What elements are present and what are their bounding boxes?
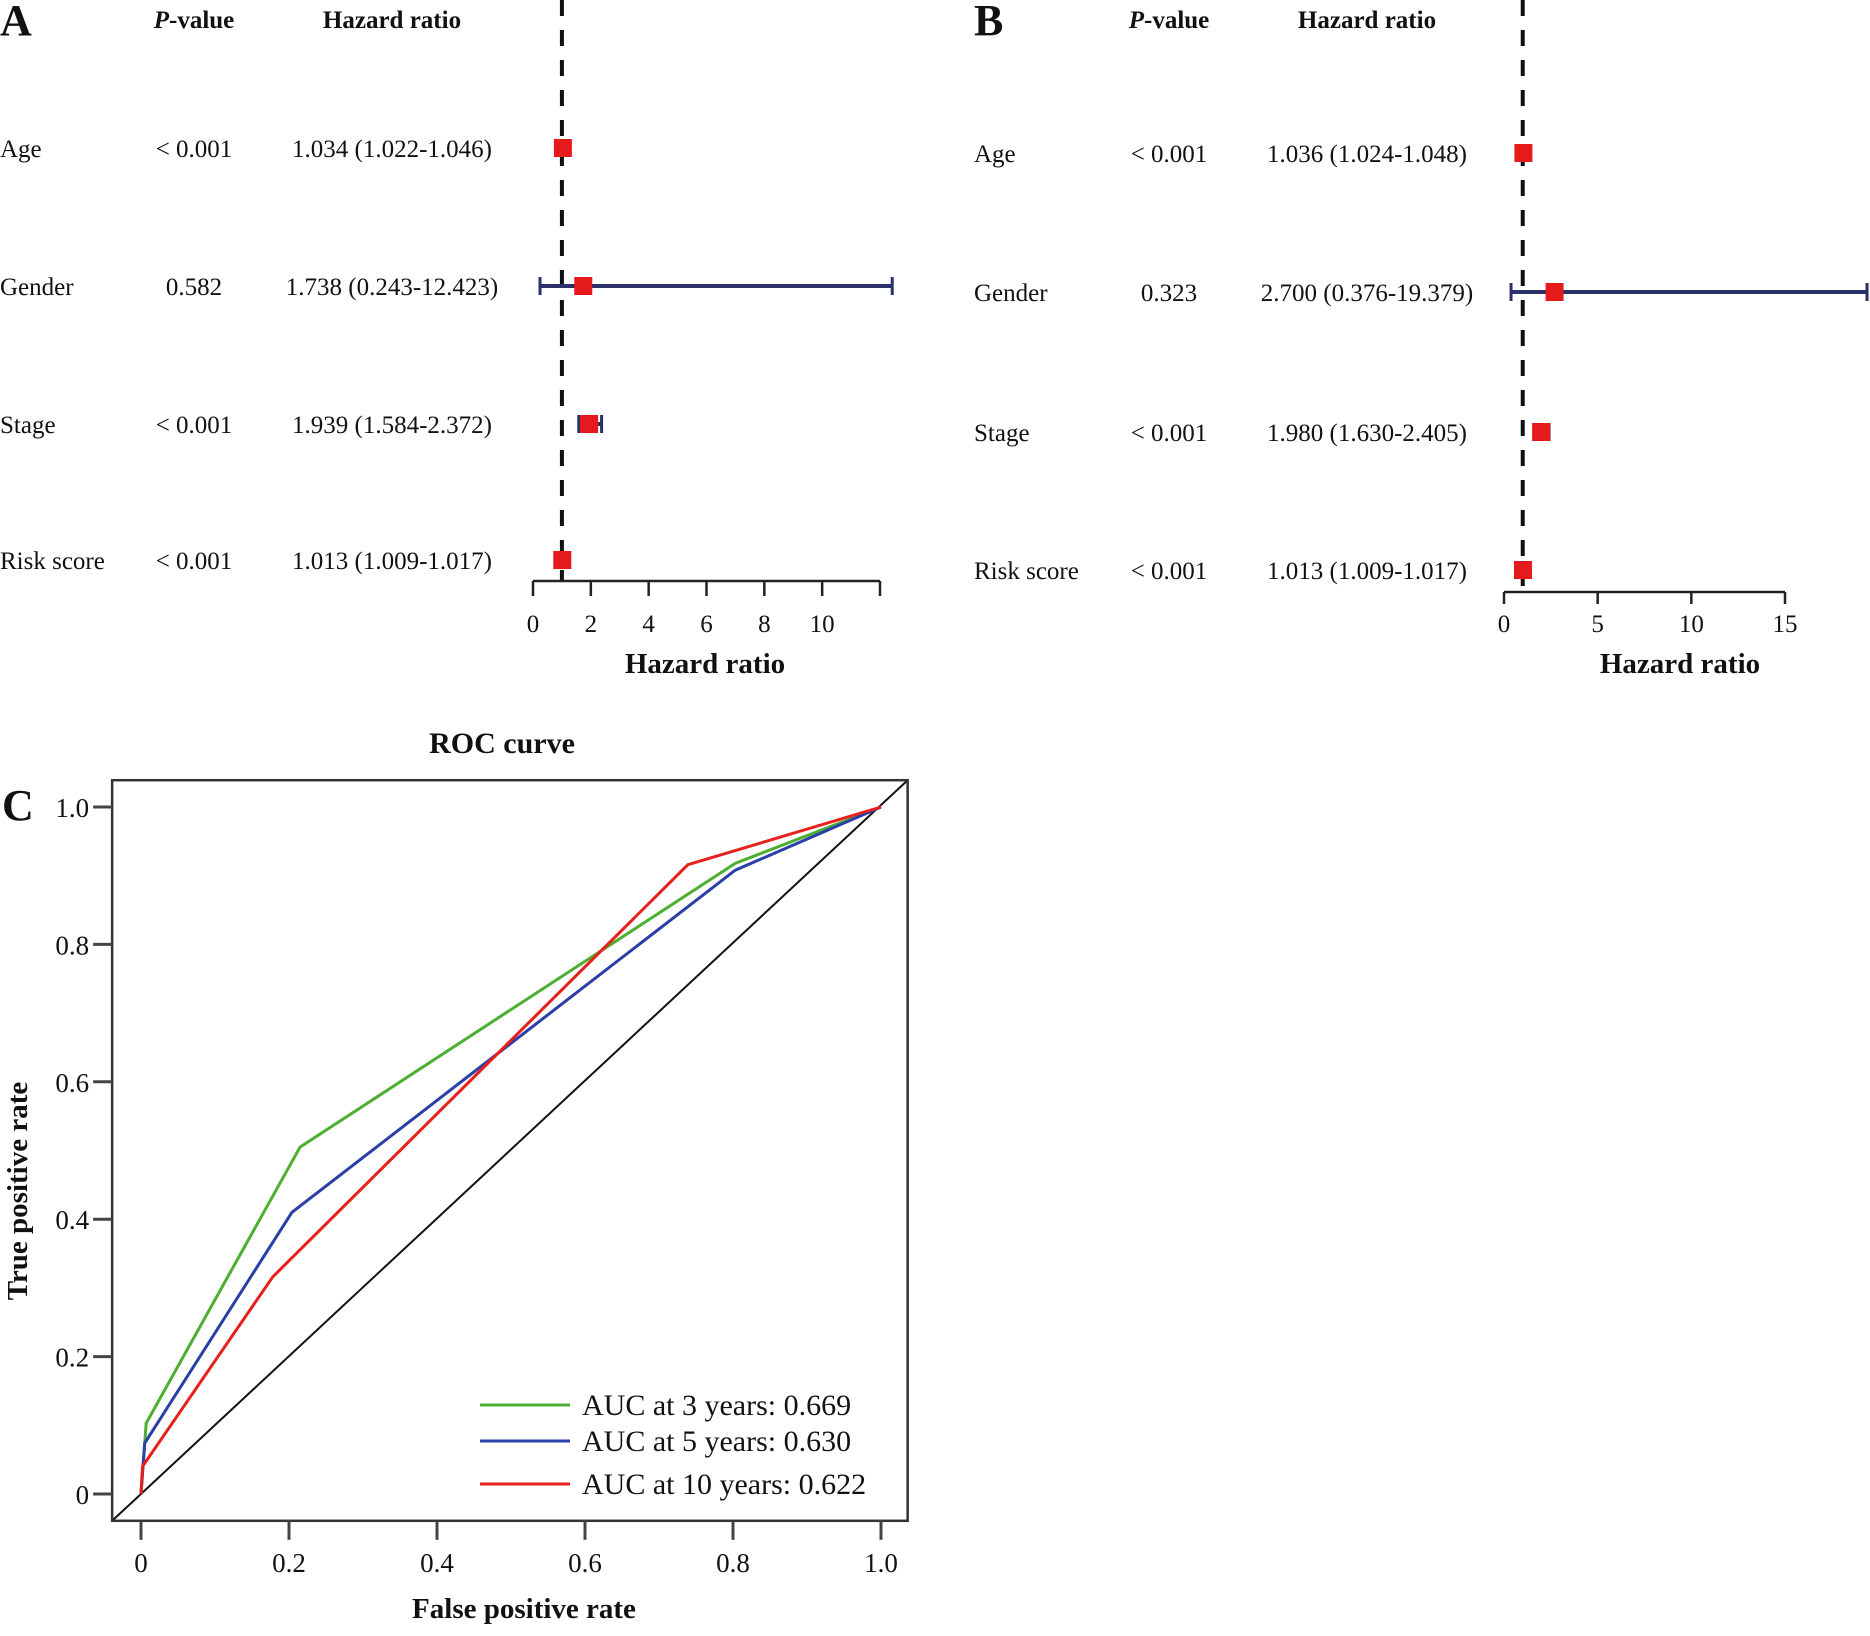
roc-series-3	[139, 805, 882, 1495]
y-tick-label: 0.8	[55, 930, 89, 960]
panel-b-pvalue-header: P-value	[1128, 7, 1210, 34]
y-tick-label: 0.6	[55, 1068, 89, 1098]
y-tick-label: 0	[76, 1480, 90, 1510]
x-tick-label: 0	[527, 611, 540, 638]
row-hazard-ratio: 1.980 (1.630-2.405)	[1267, 420, 1467, 447]
row-label: Risk score	[0, 548, 105, 575]
legend-label-2: AUC at 5 years: 0.630	[582, 1425, 851, 1458]
row-pvalue: < 0.001	[1131, 141, 1208, 168]
row-pvalue: 0.582	[166, 274, 222, 301]
x-tick-label: 0.2	[272, 1548, 306, 1578]
panel-c-roc-chart: ROC curve C 0 0.2 0.4 0.6 0.8 1.0 0 0.2 0.4 0.6 0.…	[2, 727, 909, 1625]
row-pvalue: < 0.001	[1131, 558, 1208, 585]
x-tick-label: 8	[758, 611, 771, 638]
x-tick-label: 0.4	[420, 1548, 454, 1578]
panel-b-letter: B	[974, 0, 1003, 45]
panel-b-plot-area: 0 5 10 15	[1498, 0, 1869, 638]
row-pvalue: 0.323	[1141, 280, 1197, 307]
x-tick-label: 0.8	[716, 1548, 750, 1578]
roc-series-2	[139, 805, 882, 1495]
x-tick-label: 10	[810, 611, 835, 638]
panel-b-rows: Age < 0.001 1.036 (1.024-1.048) Gender 0.323…	[974, 141, 1473, 585]
panel-a-pvalue-header: P-value	[153, 7, 235, 34]
y-tick-label: 0.4	[55, 1205, 89, 1235]
roc-x-axis-title: False positive rate	[412, 1593, 636, 1625]
panel-a-letter: A	[0, 0, 32, 45]
hazard-marker	[574, 277, 593, 295]
roc-y-axis-title: True positive rate	[2, 1082, 34, 1301]
hazard-marker	[1545, 283, 1564, 301]
row-label: Age	[974, 141, 1016, 168]
x-tick-label: 5	[1591, 611, 1604, 638]
x-tick-label: 0	[1498, 611, 1511, 638]
x-tick-label: 0	[134, 1548, 148, 1578]
hazard-marker	[553, 139, 572, 157]
row-pvalue: < 0.001	[156, 136, 233, 163]
x-tick-label: 15	[1773, 611, 1798, 638]
row-pvalue: < 0.001	[156, 548, 233, 575]
row-pvalue: < 0.001	[1131, 420, 1208, 447]
legend-label-1: AUC at 3 years: 0.669	[582, 1389, 851, 1422]
diagonal-reference-line	[111, 779, 909, 1522]
x-tick-label: 6	[700, 611, 713, 638]
panel-a-hazard-header: Hazard ratio	[323, 7, 461, 34]
legend-label-3: AUC at 10 years: 0.622	[582, 1468, 866, 1501]
panel-a-x-axis-title: Hazard ratio	[625, 648, 785, 680]
row-hazard-ratio: 2.700 (0.376-19.379)	[1261, 280, 1473, 307]
roc-title: ROC curve	[429, 727, 575, 760]
panel-a-plot-area: 0 2 4 6 8 10	[527, 0, 894, 638]
row-label: Gender	[0, 274, 74, 301]
row-label: Risk score	[974, 558, 1079, 585]
hazard-marker	[1514, 144, 1533, 162]
y-tick-label: 0.2	[55, 1343, 89, 1373]
panel-b-hazard-header: Hazard ratio	[1298, 7, 1436, 34]
panel-c-letter: C	[2, 781, 34, 830]
row-hazard-ratio: 1.013 (1.009-1.017)	[292, 548, 492, 575]
hazard-marker	[1532, 423, 1551, 441]
row-label: Age	[0, 136, 42, 163]
row-label: Stage	[974, 420, 1030, 447]
panel-a-forest-plot: A P-value Hazard ratio Age < 0.001 1.034 (…	[0, 0, 894, 680]
hazard-marker	[580, 415, 599, 433]
row-pvalue: < 0.001	[156, 412, 233, 439]
row-hazard-ratio: 1.034 (1.022-1.046)	[292, 136, 492, 163]
plot-frame	[110, 778, 909, 1523]
hazard-marker	[1513, 561, 1532, 579]
row-label: Stage	[0, 412, 56, 439]
row-hazard-ratio: 1.738 (0.243-12.423)	[286, 274, 498, 301]
panel-b-x-axis-title: Hazard ratio	[1600, 648, 1760, 680]
row-label: Gender	[974, 280, 1048, 307]
x-tick-label: 1.0	[864, 1548, 898, 1578]
row-hazard-ratio: 1.013 (1.009-1.017)	[1267, 558, 1467, 585]
panel-b-forest-plot: B P-value Hazard ratio Age < 0.001 1.036 (…	[974, 0, 1869, 680]
row-hazard-ratio: 1.939 (1.584-2.372)	[292, 412, 492, 439]
x-tick-label: 2	[585, 611, 598, 638]
x-tick-label: 10	[1679, 611, 1704, 638]
roc-plot-area: 0 0.2 0.4 0.6 0.8 1.0 0 0.2 0.4 0.6 0.8 1.0	[55, 778, 909, 1578]
row-hazard-ratio: 1.036 (1.024-1.048)	[1267, 141, 1467, 168]
hazard-marker	[553, 551, 572, 569]
x-tick-label: 0.6	[568, 1548, 602, 1578]
y-tick-label: 1.0	[55, 793, 89, 823]
panel-a-rows: Age < 0.001 1.034 (1.022-1.046) Gender 0.582…	[0, 136, 498, 575]
x-tick-label: 4	[642, 611, 655, 638]
